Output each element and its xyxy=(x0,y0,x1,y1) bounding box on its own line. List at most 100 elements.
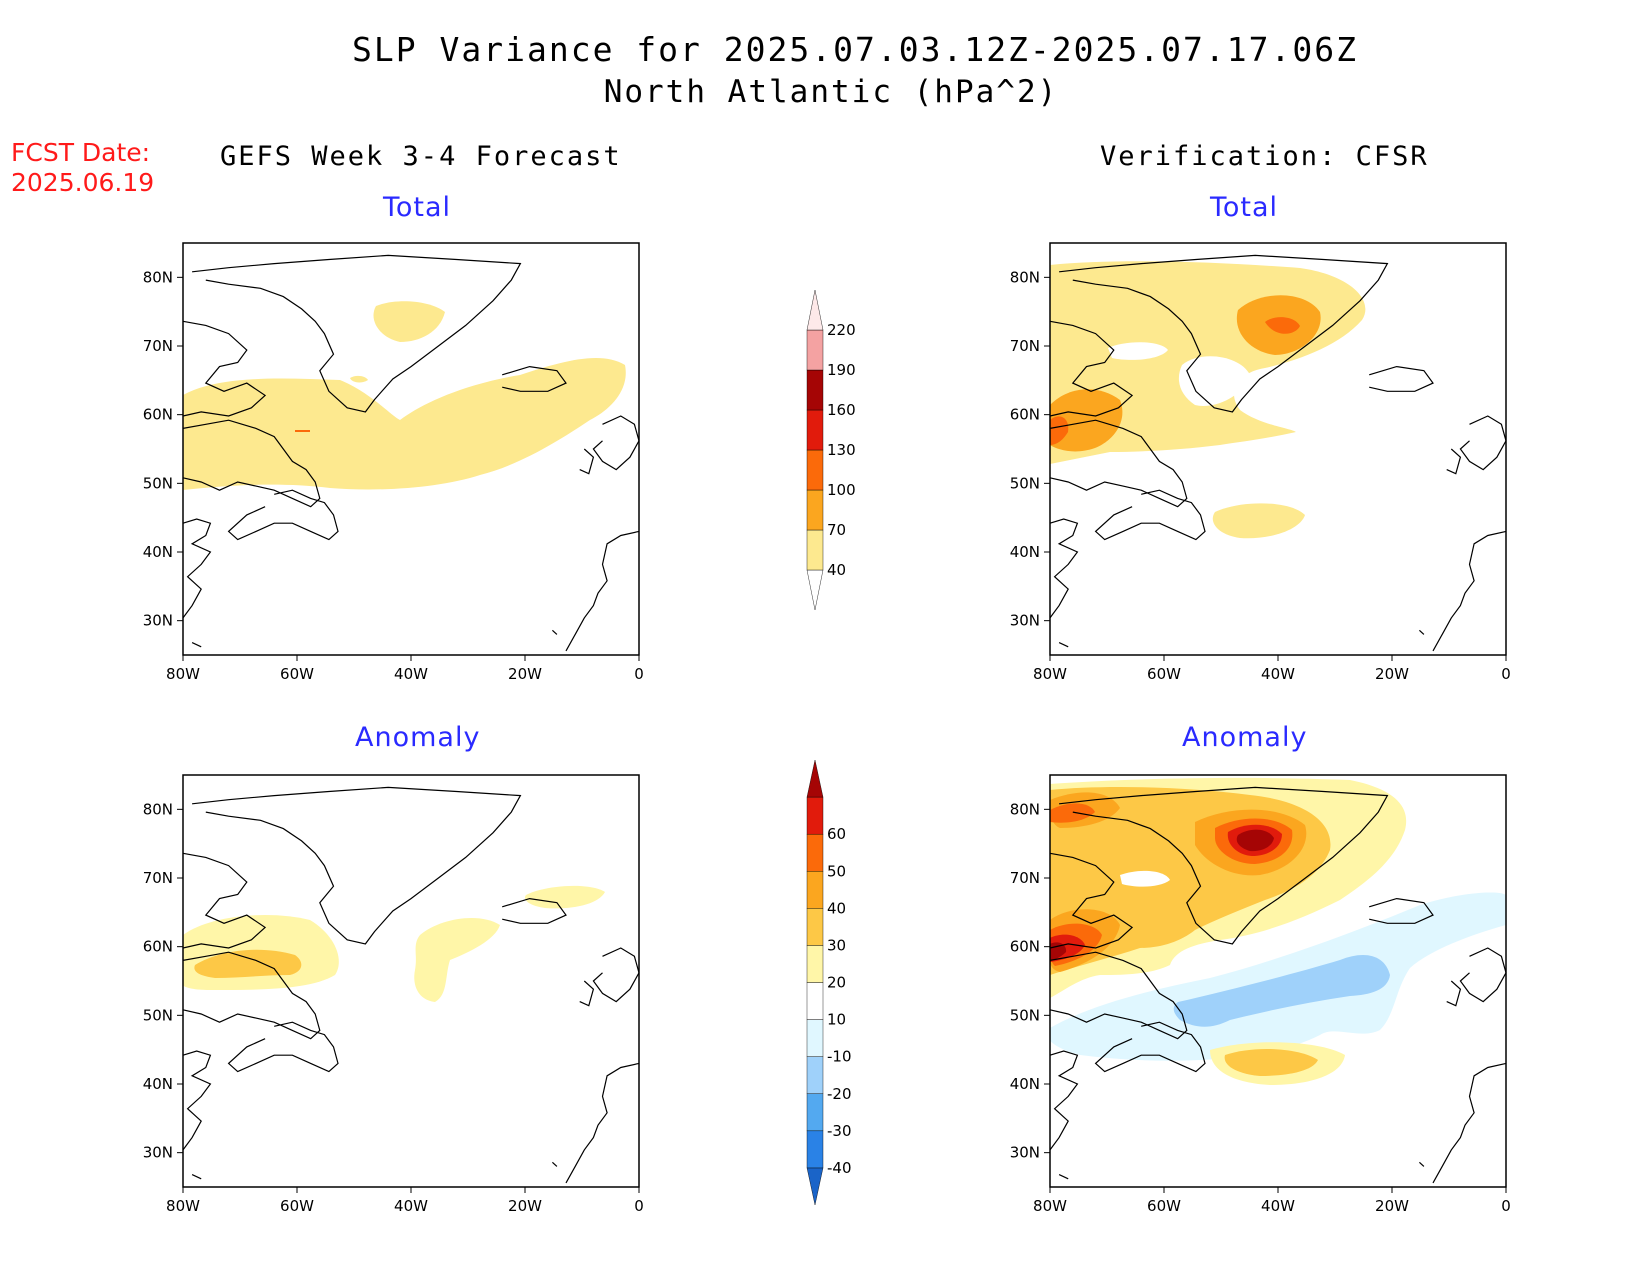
cfsr-total-lon-label: 20W xyxy=(1375,665,1409,683)
gefs-total-map xyxy=(183,301,626,490)
gefs-total-lat-label: 40N xyxy=(143,543,173,561)
cfsr-anomaly-coastline-8 xyxy=(1432,1062,1507,1184)
gefs-total-coastline-9 xyxy=(551,629,558,635)
gefs-total-coastline-6 xyxy=(592,415,640,471)
gefs-anomaly-lon-label: 40W xyxy=(394,1197,428,1215)
total-colorbar-level-label: 220 xyxy=(827,321,856,339)
cfsr-anomaly-contour-neg20 xyxy=(1173,955,1390,1027)
cfsr-total-hole-2 xyxy=(1178,356,1250,406)
cfsr-total-coastline-7 xyxy=(1446,448,1462,475)
cfsr-total-contour-100-labrador xyxy=(1050,416,1069,445)
gefs-total-contour-40-greenland xyxy=(373,301,445,342)
cfsr-anomaly-lon-label: 20W xyxy=(1375,1197,1409,1215)
gefs-anomaly-coastline-9 xyxy=(551,1161,558,1167)
gefs-anomaly-coastline-8 xyxy=(565,1062,640,1184)
cfsr-anomaly-subtitle: Anomaly xyxy=(1182,722,1308,753)
cfsr-anomaly-coastline-1 xyxy=(1049,852,1134,949)
cfsr-anomaly-lat-label: 50N xyxy=(1010,1006,1040,1024)
cfsr-total-coastline-2 xyxy=(1049,419,1188,508)
cfsr-total-lat-label: 60N xyxy=(1010,406,1040,424)
gefs-anomaly-lat-label: 40N xyxy=(143,1075,173,1093)
cfsr-anomaly-lon-label: 0 xyxy=(1501,1197,1511,1215)
anomaly-colorbar-swatch xyxy=(806,945,824,983)
total-colorbar: 40 70 100 130 160 190 220 xyxy=(806,289,856,611)
cfsr-anomaly-coastline-9 xyxy=(1418,1161,1425,1167)
gefs-anomaly-lat-label: 70N xyxy=(143,869,173,887)
cfsr-anomaly-hole-1 xyxy=(1120,870,1170,887)
gefs-anomaly-contour-10-east xyxy=(524,885,605,909)
gefs-anomaly-subtitle: Anomaly xyxy=(355,722,481,753)
gefs-anomaly-lon-label: 60W xyxy=(280,1197,314,1215)
anomaly-colorbar-level-label: 60 xyxy=(827,825,846,843)
cfsr-total-lat-label: 50N xyxy=(1010,474,1040,492)
total-colorbar-level-label: 100 xyxy=(827,481,856,499)
anomaly-colorbar-level-label: 50 xyxy=(827,862,846,880)
gefs-total-coastline-1 xyxy=(182,320,267,417)
gefs-anomaly-coastline-7 xyxy=(579,980,595,1007)
total-colorbar-swatch xyxy=(806,449,824,491)
cfsr-anomaly-lon-label: 60W xyxy=(1147,1197,1181,1215)
cfsr-total-coastline-1 xyxy=(1049,320,1134,417)
gefs-anomaly-contour-10-center xyxy=(414,917,500,1002)
anomaly-colorbar-swatch xyxy=(806,1019,824,1057)
anomaly-colorbar-level-label: -20 xyxy=(827,1085,852,1103)
gefs-anomaly-coastline-5 xyxy=(502,897,567,924)
gefs-anomaly-lat-label: 60N xyxy=(143,938,173,956)
gefs-anomaly-coastline-1 xyxy=(182,852,267,949)
gefs-anomaly-lat-label: 30N xyxy=(143,1144,173,1162)
gefs-total-lat-label: 60N xyxy=(143,406,173,424)
cfsr-total-lon-label: 80W xyxy=(1033,665,1067,683)
cfsr-anomaly-lon-label: 80W xyxy=(1033,1197,1067,1215)
anomaly-colorbar-swatch xyxy=(806,796,824,835)
cfsr-anomaly-contour-40-baffin xyxy=(1050,803,1095,823)
anomaly-colorbar-swatch xyxy=(806,908,824,946)
cfsr-anomaly-map xyxy=(1050,777,1506,1085)
gefs-total-contour-40-small xyxy=(350,375,368,383)
total-colorbar-swatch xyxy=(806,569,824,611)
total-colorbar-swatch xyxy=(806,489,824,531)
cfsr-total-lat-label: 40N xyxy=(1010,543,1040,561)
cfsr-anomaly-contour-neg10 xyxy=(1050,892,1506,1061)
total-colorbar-swatch xyxy=(806,329,824,371)
cfsr-total-subtitle: Total xyxy=(1210,192,1279,223)
anomaly-colorbar-level-label: -30 xyxy=(827,1122,852,1140)
cfsr-total-coastline-3 xyxy=(1094,489,1206,541)
gefs-anomaly-coastline-6 xyxy=(592,947,640,1003)
cfsr-total-lat-label: 80N xyxy=(1010,268,1040,286)
gefs-total-lon-label: 0 xyxy=(634,665,644,683)
figure-subtitle: North Atlantic (hPa^2) xyxy=(603,74,1059,110)
cfsr-anomaly-lat-label: 40N xyxy=(1010,1075,1040,1093)
cfsr-total-contour-100-center xyxy=(1265,317,1300,334)
gefs-anomaly-coastline-3 xyxy=(227,1021,339,1073)
cfsr-anomaly-coastline-3 xyxy=(1094,1021,1206,1073)
gefs-anomaly-coastline-2 xyxy=(182,951,321,1040)
gefs-total-lon-label: 20W xyxy=(508,665,542,683)
forecast-date-value: 2025.06.19 xyxy=(11,168,155,197)
cfsr-total-lat-label: 30N xyxy=(1010,612,1040,630)
cfsr-anomaly-coastline-7 xyxy=(1446,980,1462,1007)
cfsr-anomaly-coastline-10 xyxy=(1058,1174,1069,1180)
cfsr-anomaly-contour-20-south xyxy=(1224,1048,1318,1076)
anomaly-colorbar-level-label: 10 xyxy=(827,1011,846,1029)
cfsr-anomaly-lat-label: 60N xyxy=(1010,938,1040,956)
cfsr-total-lon-label: 40W xyxy=(1261,665,1295,683)
anomaly-colorbar-swatch xyxy=(806,871,824,909)
cfsr-total-coastline-4 xyxy=(1049,518,1079,619)
cfsr-anomaly-lat-label: 70N xyxy=(1010,869,1040,887)
total-colorbar-swatch xyxy=(806,289,824,331)
gefs-anomaly-lon-label: 20W xyxy=(508,1197,542,1215)
gefs-total-subtitle: Total xyxy=(383,192,452,223)
gefs-total-contour-40-band xyxy=(183,358,626,490)
anomaly-colorbar-level-label: 20 xyxy=(827,974,846,992)
cfsr-total-coastline-8 xyxy=(1432,530,1507,652)
cfsr-total-contour-70-labrador xyxy=(1050,389,1123,452)
gefs-anomaly-coastline-10 xyxy=(191,1174,202,1180)
cfsr-total-coastline-5 xyxy=(1369,365,1434,392)
anomaly-colorbar-level-label: 40 xyxy=(827,899,846,917)
cfsr-total-coastline-10 xyxy=(1058,642,1069,648)
anomaly-colorbar-swatch xyxy=(806,1130,824,1169)
gefs-anomaly-lat-label: 80N xyxy=(143,800,173,818)
total-colorbar-level-label: 130 xyxy=(827,441,856,459)
gefs-anomaly-lat-label: 50N xyxy=(143,1006,173,1024)
